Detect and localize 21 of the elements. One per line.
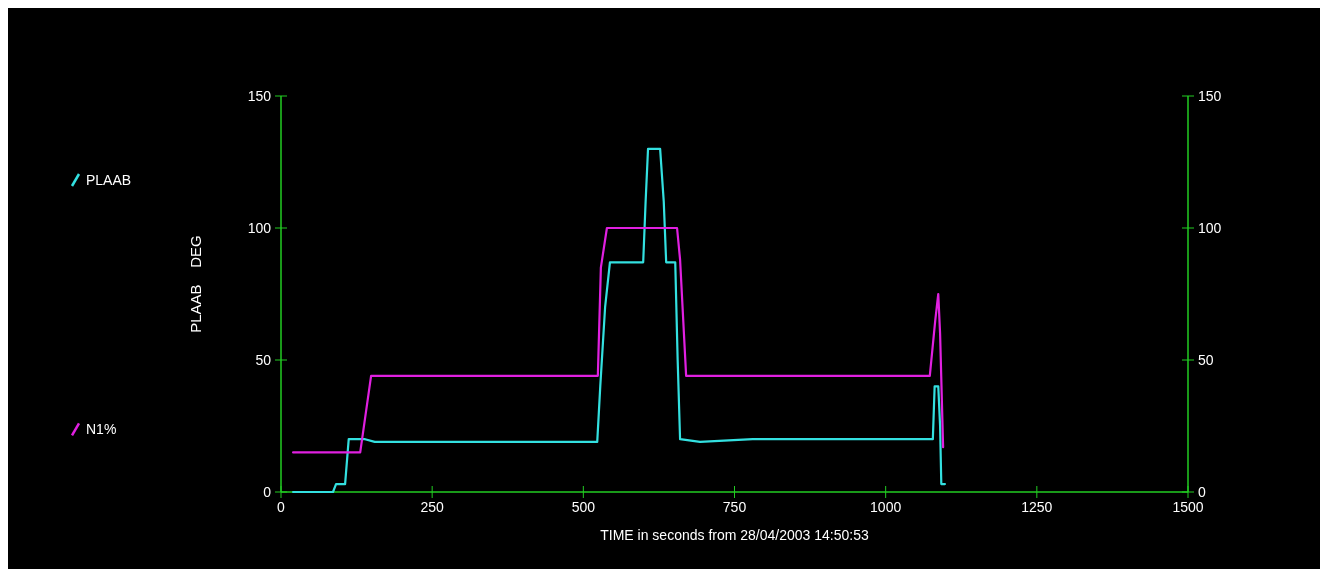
x-tick-label: 1500 xyxy=(1172,499,1204,515)
x-tick-label: 1000 xyxy=(870,499,902,515)
y2-tick-label: 150 xyxy=(1198,88,1222,104)
y-tick-label: 100 xyxy=(247,220,272,236)
line-series xyxy=(291,147,947,494)
y2-tick-label: 50 xyxy=(1198,352,1214,368)
x-tick-label: 750 xyxy=(722,499,747,515)
x-tick-label: 500 xyxy=(571,499,596,515)
y-tick-label: 50 xyxy=(255,352,272,368)
line-series xyxy=(291,226,945,454)
legend-label: N1% xyxy=(86,421,117,438)
y-axis-title: PLAAB DEG xyxy=(187,235,204,333)
y-tick-label: 150 xyxy=(247,88,272,104)
y2-tick-label: 100 xyxy=(1198,220,1222,236)
x-tick-label: 250 xyxy=(420,499,445,515)
x-tick-label: 1250 xyxy=(1021,499,1053,515)
x-tick-label: 0 xyxy=(277,499,286,515)
x-axis-title: TIME in seconds from 28/04/2003 14:50:53 xyxy=(600,527,869,543)
y-tick-label: 0 xyxy=(263,484,272,500)
legend-label: PLAAB xyxy=(86,172,132,188)
y2-tick-label: 0 xyxy=(1198,484,1206,500)
